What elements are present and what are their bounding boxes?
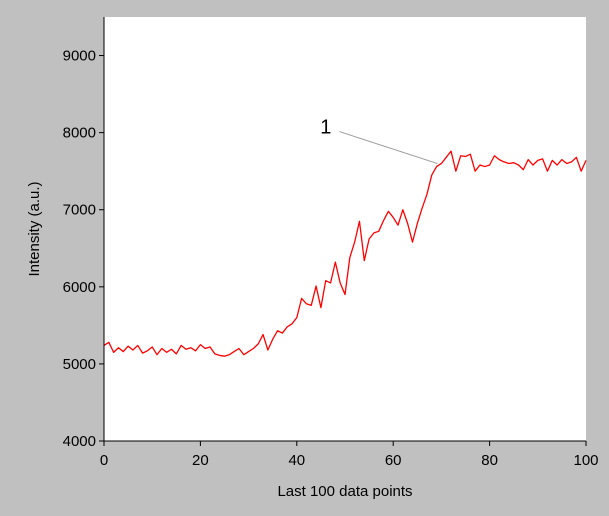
x-tick-label: 60: [385, 452, 402, 469]
x-tick-label: 40: [288, 452, 305, 469]
y-tick-label: 8000: [63, 125, 96, 142]
annotation-label: 1: [320, 117, 331, 139]
y-axis-label: Intensity (a.u.): [26, 181, 43, 276]
y-tick-label: 6000: [63, 279, 96, 296]
x-tick-label: 100: [573, 452, 598, 469]
x-tick-label: 0: [100, 452, 108, 469]
y-tick-label: 9000: [63, 48, 96, 65]
x-tick-label: 20: [192, 452, 209, 469]
x-tick-label: 80: [481, 452, 498, 469]
y-tick-label: 5000: [63, 356, 96, 373]
y-tick-label: 4000: [63, 433, 96, 450]
x-axis-label: Last 100 data points: [277, 483, 412, 500]
plot-area: [104, 17, 586, 441]
y-tick-label: 7000: [63, 202, 96, 219]
